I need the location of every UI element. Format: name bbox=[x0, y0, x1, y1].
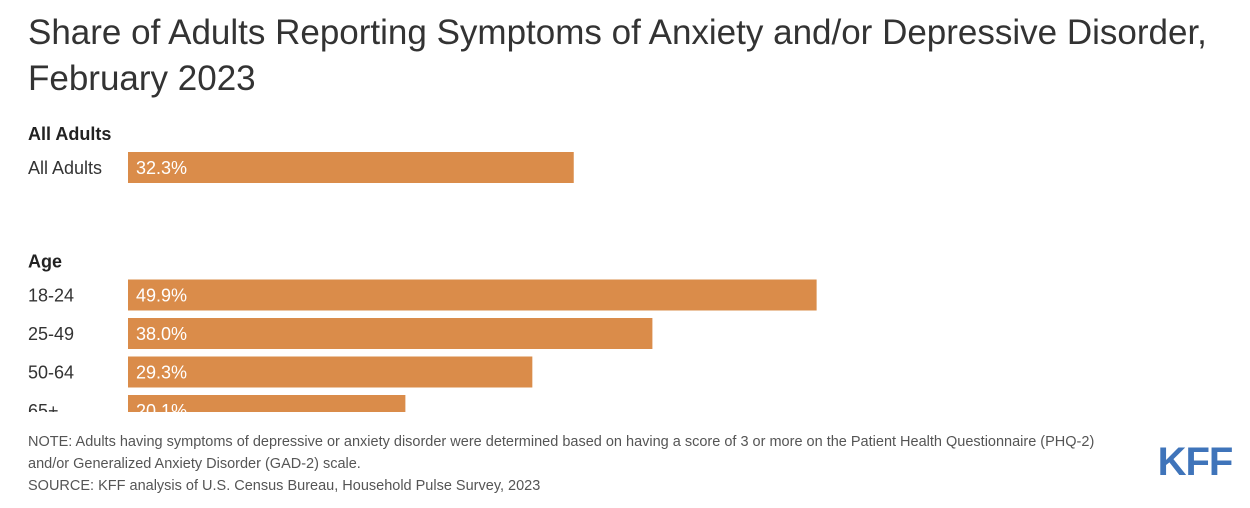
value-label: 49.9% bbox=[136, 286, 187, 306]
value-label: 32.3% bbox=[136, 158, 187, 178]
value-label: 20.1% bbox=[136, 401, 187, 412]
category-label: 50-64 bbox=[28, 363, 74, 383]
bar bbox=[128, 279, 817, 311]
chart-title: Share of Adults Reporting Symptoms of An… bbox=[28, 13, 1207, 98]
bar-chart: All Adults All Adults 32.3% Age 18-24 49.9% 25… bbox=[28, 124, 817, 412]
group-label: All Adults bbox=[28, 124, 111, 144]
chart-footer: NOTE: Adults having symptoms of depressi… bbox=[28, 431, 1138, 497]
value-label: 29.3% bbox=[136, 363, 187, 383]
category-label: 65+ bbox=[28, 401, 59, 412]
category-label: 18-24 bbox=[28, 286, 74, 306]
note-text: NOTE: Adults having symptoms of depressi… bbox=[28, 434, 1095, 472]
value-label: 38.0% bbox=[136, 324, 187, 344]
kff-logo: KFF bbox=[1158, 441, 1234, 481]
bar bbox=[128, 395, 406, 412]
category-label: All Adults bbox=[28, 158, 102, 178]
source-text: SOURCE: KFF analysis of U.S. Census Bure… bbox=[28, 478, 541, 494]
category-label: 25-49 bbox=[28, 324, 74, 344]
bar bbox=[128, 356, 533, 388]
bar bbox=[128, 152, 574, 183]
logo-text: KFF bbox=[1158, 441, 1233, 481]
bar bbox=[128, 318, 653, 349]
group-label: Age bbox=[28, 252, 62, 272]
